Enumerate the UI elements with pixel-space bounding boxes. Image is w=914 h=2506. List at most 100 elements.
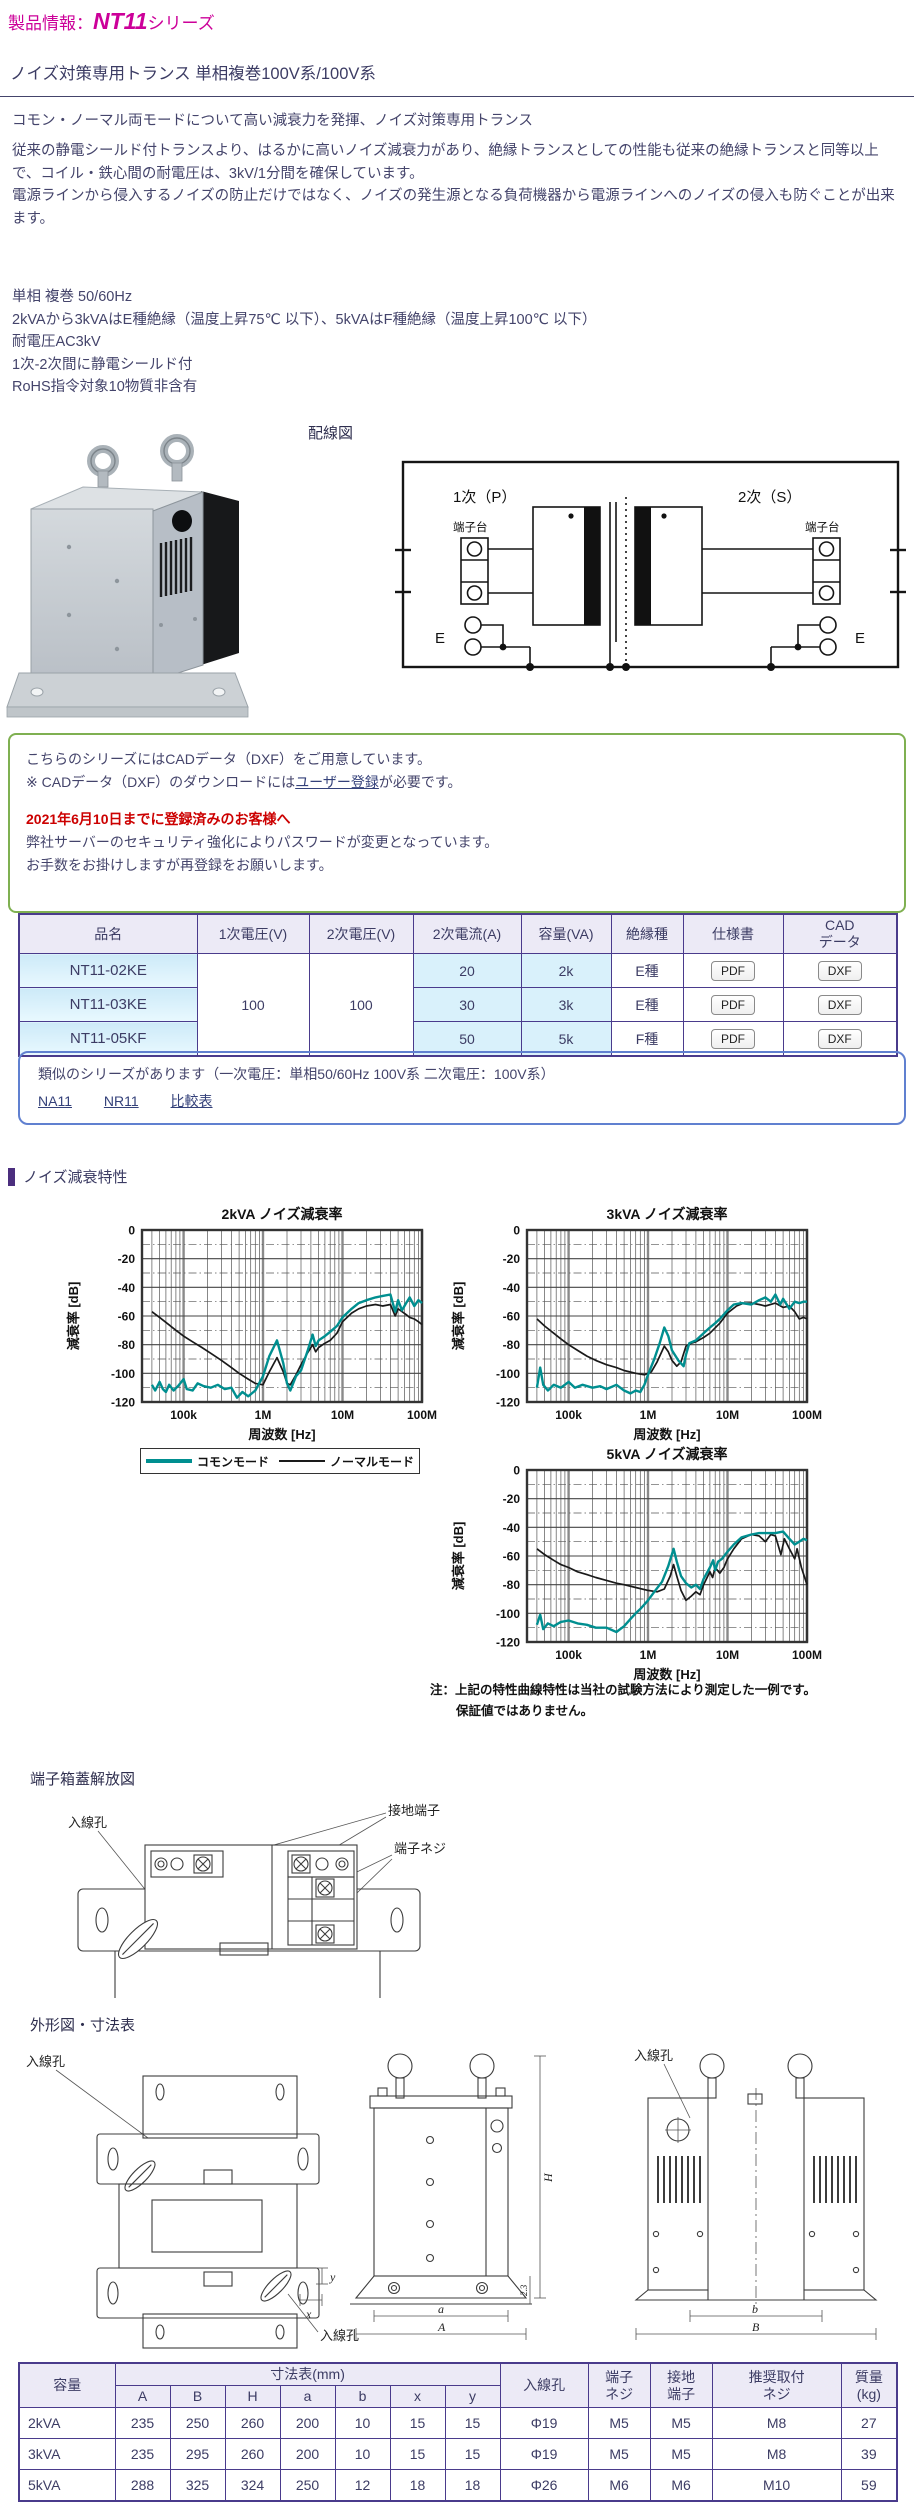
svg-text:100M: 100M — [407, 1408, 437, 1422]
svg-text:-40: -40 — [118, 1281, 136, 1295]
svg-text:周波数 [Hz]: 周波数 [Hz] — [633, 1667, 700, 1682]
svg-text:0: 0 — [513, 1224, 520, 1238]
legend-common-mode: コモンモード — [145, 1453, 269, 1470]
link-na11[interactable]: NA11 — [38, 1093, 72, 1109]
mount-screw-cell: M10 — [711, 2469, 842, 2502]
pdf-button[interactable]: PDF — [711, 960, 755, 981]
primary-voltage-value: 100 — [196, 953, 310, 1057]
cad-notice-line1: こちらのシリーズにはCADデータ（DXF）をご用意しています。 — [26, 751, 432, 767]
svg-text:-60: -60 — [503, 1310, 521, 1324]
dim-H-label: H — [541, 2172, 555, 2183]
spec-item: 単相 複巻 50/60Hz — [12, 289, 133, 305]
section-title: ノイズ減衰特性 — [23, 1169, 128, 1186]
svg-text:-120: -120 — [496, 1396, 520, 1410]
ground-terminal-label: 接地端子 — [388, 1803, 440, 1818]
link-nr11[interactable]: NR11 — [103, 1093, 139, 1109]
product-table-header-row: 品名 1次電圧(V) 2次電圧(V) 2次電流(A) 容量(VA) 絶縁種 仕様… — [18, 913, 898, 954]
header-suffix: シリーズ — [147, 14, 215, 33]
table-row: 5kVA 288 325 324 250 12 18 18 Φ26 M6 M6 … — [18, 2469, 898, 2502]
svg-text:-60: -60 — [503, 1550, 521, 1564]
primary-label: 1次（P） — [453, 489, 516, 506]
similar-series-text: 類似のシリーズがあります（一次電圧：単相50/60Hz 100V系 二次電圧：1… — [38, 1066, 555, 1082]
description-line-2: 電源ラインから侵入するノイズの防止だけではなく、ノイズの発生源となる負荷機器から… — [12, 188, 895, 227]
dim-cell: 235 — [114, 2407, 171, 2439]
dim-x-label: x — [305, 2307, 312, 2321]
svg-text:-120: -120 — [111, 1396, 135, 1410]
link-comparison[interactable]: 比較表 — [170, 1093, 213, 1109]
pdf-button[interactable]: PDF — [711, 994, 755, 1015]
terminal-block-label-left: 端子台 — [453, 520, 488, 534]
terminal-screw-cell: M5 — [587, 2407, 651, 2439]
inlet-hole-label: 入線孔 — [68, 1815, 107, 1830]
user-registration-link[interactable]: ユーザー登録 — [295, 774, 379, 790]
dxf-button[interactable]: DXF — [817, 994, 862, 1015]
dim-a-label: a — [438, 2302, 444, 2316]
insulation-class: F種 — [610, 1021, 684, 1057]
spec-item: RoHS指令対象10物質非含有 — [12, 379, 198, 395]
dimension-table: 容量 寸法表(mm) 入線孔 端子 ネジ 接地 端子 推奨取付 ネジ 質量 (k… — [18, 2362, 899, 2502]
svg-text:減衰率 [dB]: 減衰率 [dB] — [451, 1282, 466, 1351]
dim-cell: 325 — [169, 2469, 226, 2502]
spec-item: 1次-2次間に静電シールド付 — [12, 356, 193, 373]
svg-text:-100: -100 — [496, 1367, 520, 1381]
svg-text:10M: 10M — [331, 1408, 354, 1422]
svg-text:-20: -20 — [503, 1492, 521, 1506]
svg-text:100M: 100M — [792, 1648, 822, 1662]
inlet-hole-label: 入線孔 — [634, 2048, 673, 2063]
capacity-value: 5k — [520, 1021, 612, 1057]
col-header-name: 品名 — [18, 913, 198, 954]
cad-notice-line2: ※ CADデータ（DXF）のダウンロードにはユーザー登録が必要です。 — [26, 774, 462, 790]
dim-cell: 200 — [279, 2438, 336, 2470]
terminal-box-title: 端子箱蓋解放図 — [30, 1771, 136, 1788]
normal-mode-line-icon — [278, 1459, 325, 1463]
dim-base-label: 2.3 — [519, 2284, 529, 2296]
svg-text:100k: 100k — [555, 1648, 582, 1662]
svg-text:-60: -60 — [118, 1310, 136, 1324]
svg-text:-20: -20 — [118, 1252, 136, 1266]
eyebolt-icon — [87, 434, 194, 488]
col-header-capacity: 容量 — [18, 2362, 116, 2408]
cad-notice-line4: 弊社サーバーのセキュリティ強化によりパスワードが変更となっています。 — [26, 834, 499, 850]
section-header-attenuation: ノイズ減衰特性 — [8, 1166, 128, 1187]
dim-b-label: b — [752, 2302, 758, 2316]
dim-cell: 288 — [114, 2469, 171, 2502]
dim-col: y — [444, 2385, 501, 2408]
table-row: 3kVA 235 295 260 200 10 15 15 Φ19 M5 M5 … — [18, 2438, 898, 2470]
svg-text:10M: 10M — [716, 1648, 739, 1662]
dim-col: x — [389, 2385, 446, 2408]
dim-cell: 10 — [334, 2438, 391, 2470]
col-header-ground: 接地 端子 — [649, 2362, 713, 2408]
secondary-voltage-value: 100 — [308, 953, 414, 1057]
svg-text:減衰率 [dB]: 減衰率 [dB] — [66, 1282, 81, 1351]
model-name: NT11-03KE — [18, 987, 198, 1022]
description-line-1: 従来の静電シールド付トランスより、はるかに高いノイズ減衰力があり、絶縁トランスと… — [12, 143, 879, 182]
ground-cell: M6 — [649, 2469, 713, 2502]
table-row: NT11-03KE 30 3k E種 PDF DXF — [18, 987, 898, 1022]
svg-text:100k: 100k — [555, 1408, 582, 1422]
cad-notice-line5: お手数をお掛けしますが再登録をお願いします。 — [26, 857, 333, 873]
col-header-terminal-screw: 端子 ネジ — [587, 2362, 651, 2408]
dim-cell: 250 — [169, 2407, 226, 2439]
col-header-cad-data: CAD データ — [782, 913, 898, 954]
ground-cell: M5 — [649, 2438, 713, 2470]
dim-cell: 15 — [389, 2407, 446, 2439]
pdf-button[interactable]: PDF — [711, 1028, 755, 1049]
col-header-secondary-a: 2次電流(A) — [412, 913, 522, 954]
outline-title: 外形図・寸法表 — [30, 2017, 136, 2034]
legend-normal-mode: ノーマルモード — [278, 1453, 414, 1470]
col-header-primary-v: 1次電圧(V) — [196, 913, 310, 954]
outline-drawings: 入線孔 y x 入線孔 — [26, 2048, 878, 2349]
svg-text:100k: 100k — [170, 1408, 197, 1422]
col-header-secondary-v: 2次電圧(V) — [308, 913, 414, 954]
capacity-cell: 3kVA — [18, 2438, 116, 2470]
svg-text:-80: -80 — [503, 1578, 521, 1592]
dxf-button[interactable]: DXF — [817, 1028, 862, 1049]
dim-y-label: y — [329, 2270, 336, 2284]
dxf-button[interactable]: DXF — [817, 960, 862, 981]
terminal-block-label-right: 端子台 — [805, 520, 840, 534]
spec-item: 2kVAから3kVAはE種絶縁（温度上昇75℃ 以下）、5kVAはF種絶縁（温度… — [12, 311, 597, 328]
insulation-class: E種 — [610, 987, 684, 1022]
chart-legend: コモンモード ノーマルモード — [140, 1448, 420, 1474]
lead-text: コモン・ノーマル両モードについて高い減衰力を発揮、ノイズ対策専用トランス — [12, 113, 533, 129]
